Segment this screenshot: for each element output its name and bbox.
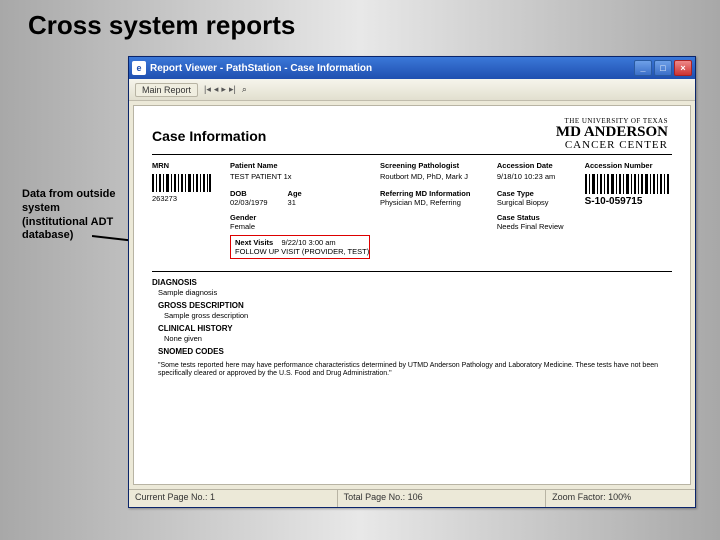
mrn-label: MRN bbox=[152, 161, 220, 170]
screening-label: Screening Pathologist bbox=[380, 161, 487, 170]
col-patient: Patient Name TEST PATIENT 1x DOB 02/03/1… bbox=[230, 161, 370, 259]
status-page: Current Page No.: 1 bbox=[129, 490, 338, 507]
accession-date-value: 9/18/10 10:23 am bbox=[497, 172, 575, 181]
divider-2 bbox=[152, 271, 672, 272]
nav-next-icon[interactable]: ▸ bbox=[221, 84, 226, 95]
clinical-body: None given bbox=[164, 334, 672, 343]
nav-first-icon[interactable]: |◂ bbox=[204, 84, 211, 95]
next-visits-value1: 9/22/10 3:00 am bbox=[281, 238, 335, 247]
nav-prev-icon[interactable]: ◂ bbox=[214, 84, 219, 95]
institution-line2: MD ANDERSON bbox=[556, 125, 668, 140]
gender-label: Gender bbox=[230, 213, 370, 222]
patient-name-label: Patient Name bbox=[230, 161, 370, 170]
case-status-value: Needs Final Review bbox=[497, 222, 575, 231]
institution-logo: THE UNIVERSITY OF TEXAS MD ANDERSON CANC… bbox=[556, 118, 668, 151]
institution-line3: CANCER CENTER bbox=[556, 140, 668, 151]
minimize-button[interactable]: _ bbox=[634, 60, 652, 76]
gross-body: Sample gross description bbox=[164, 311, 672, 320]
referring-label: Referring MD Information bbox=[380, 189, 487, 198]
close-button[interactable]: × bbox=[674, 60, 692, 76]
sample-diagnosis: Sample diagnosis bbox=[158, 288, 672, 297]
report-page: THE UNIVERSITY OF TEXAS MD ANDERSON CANC… bbox=[133, 105, 691, 485]
maximize-button[interactable]: □ bbox=[654, 60, 672, 76]
col-case: Accession Date 9/18/10 10:23 am Case Typ… bbox=[497, 161, 575, 259]
diagnosis-header: DIAGNOSIS bbox=[152, 278, 672, 287]
nav-controls: |◂ ◂ ▸ ▸| bbox=[204, 84, 236, 95]
next-visits-box: Next Visits 9/22/10 3:00 am FOLLOW UP VI… bbox=[230, 235, 370, 259]
accession-num-label: Accession Number bbox=[585, 161, 672, 170]
accession-date-label: Accession Date bbox=[497, 161, 575, 170]
col-accession: Accession Number S-10-059715 bbox=[585, 161, 672, 259]
col-mrn: MRN 263273 bbox=[152, 161, 220, 259]
divider bbox=[152, 154, 672, 155]
patient-name-value: TEST PATIENT 1x bbox=[230, 172, 370, 181]
col-pathologist: Screening Pathologist Routbort MD, PhD, … bbox=[380, 161, 487, 259]
gross-header: GROSS DESCRIPTION bbox=[158, 301, 672, 310]
case-status-label: Case Status bbox=[497, 213, 575, 222]
toolbar: Main Report |◂ ◂ ▸ ▸| ⌕ bbox=[129, 79, 695, 101]
app-icon: e bbox=[132, 61, 146, 75]
mrn-value: 263273 bbox=[152, 194, 220, 203]
clinical-header: CLINICAL HISTORY bbox=[158, 324, 672, 333]
gender-value: Female bbox=[230, 222, 370, 231]
screening-value: Routbort MD, PhD, Mark J bbox=[380, 172, 487, 181]
disclaimer-note: "Some tests reported here may have perfo… bbox=[158, 362, 672, 379]
fields-row: MRN 263273 Patient Name TEST PATIENT bbox=[152, 161, 672, 259]
window-titlebar: e Report Viewer - PathStation - Case Inf… bbox=[129, 57, 695, 79]
dob-label: DOB bbox=[230, 189, 268, 198]
search-icon[interactable]: ⌕ bbox=[242, 84, 247, 95]
age-value: 31 bbox=[288, 198, 302, 207]
referring-value: Physician MD, Referring bbox=[380, 198, 487, 207]
case-type-value: Surgical Biopsy bbox=[497, 198, 575, 207]
age-label: Age bbox=[288, 189, 302, 198]
mrn-barcode bbox=[152, 174, 220, 192]
dob-value: 02/03/1979 bbox=[230, 198, 268, 207]
next-visits-label: Next Visits bbox=[235, 238, 273, 247]
slide-title: Cross system reports bbox=[28, 10, 295, 41]
next-visits-value2: FOLLOW UP VISIT (PROVIDER, TEST) bbox=[235, 247, 365, 256]
statusbar: Current Page No.: 1 Total Page No.: 106 … bbox=[129, 489, 695, 507]
nav-last-icon[interactable]: ▸| bbox=[229, 84, 236, 95]
snomed-header: SNOMED CODES bbox=[158, 347, 672, 356]
main-report-button[interactable]: Main Report bbox=[135, 83, 198, 97]
accession-barcode bbox=[585, 174, 672, 194]
accession-num-value: S-10-059715 bbox=[585, 196, 672, 207]
status-zoom: Zoom Factor: 100% bbox=[546, 490, 695, 507]
case-type-label: Case Type bbox=[497, 189, 575, 198]
status-total: Total Page No.: 106 bbox=[338, 490, 547, 507]
window-title: Report Viewer - PathStation - Case Infor… bbox=[150, 63, 372, 74]
report-viewer-window: e Report Viewer - PathStation - Case Inf… bbox=[128, 56, 696, 508]
